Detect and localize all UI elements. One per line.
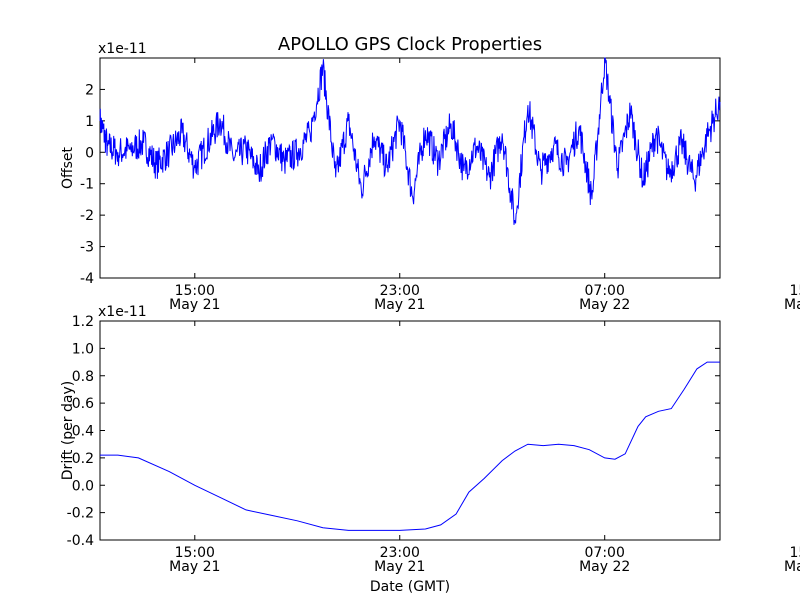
offset-ylabel: Offset [60, 146, 76, 189]
drift-series-line [100, 361, 720, 531]
drift-xtick-time: 07:00 [585, 545, 625, 561]
offset-xtick-time: 15:00 [175, 283, 215, 299]
offset-xtick-date: May 21 [374, 297, 425, 313]
offset-series-line [99, 57, 721, 225]
offset-ytick-label: -2 [80, 208, 94, 224]
offset-ytick-label: 0 [85, 145, 94, 161]
offset-scale-label: x1e-11 [98, 41, 147, 57]
drift-ytick-label: 0.2 [72, 451, 94, 467]
drift-ytick-label: 0.6 [72, 396, 94, 412]
drift-ytick-label: 1.0 [72, 341, 94, 357]
offset-xtick-time: 23:00 [380, 283, 420, 299]
drift-ytick-label: 1.2 [72, 314, 94, 330]
offset-ytick-label: 2 [85, 82, 94, 98]
drift-ytick-label: 0.4 [72, 424, 94, 440]
drift-axes-frame [99, 320, 721, 541]
offset-ytick-label: -1 [80, 177, 94, 193]
offset-ytick-label: -4 [80, 271, 94, 287]
drift-xtick-time: 15:00 [789, 545, 800, 561]
offset-ytick-label: -3 [80, 240, 94, 256]
drift-ylabel: Drift (per day) [60, 381, 76, 480]
x-axis-label: Date (GMT) [370, 579, 450, 595]
offset-xtick-date: May 22 [784, 297, 800, 313]
offset-ytick-label: 1 [85, 114, 94, 130]
drift-ytick-label: 0.0 [72, 478, 94, 494]
drift-ytick-label: -0.2 [67, 506, 94, 522]
offset-xtick-date: May 22 [579, 297, 630, 313]
drift-xtick-time: 15:00 [175, 545, 215, 561]
offset-xtick-time: 15:00 [789, 283, 800, 299]
drift-xtick-date: May 22 [784, 559, 800, 575]
chart-title: APOLLO GPS Clock Properties [278, 34, 542, 55]
drift-ytick-label: 0.8 [72, 369, 94, 385]
drift-scale-label: x1e-11 [98, 304, 147, 320]
offset-xtick-time: 07:00 [585, 283, 625, 299]
drift-ytick-label: -0.4 [67, 533, 94, 549]
offset-xtick-date: May 21 [169, 297, 220, 313]
drift-xtick-date: May 21 [374, 559, 425, 575]
drift-xtick-date: May 22 [579, 559, 630, 575]
drift-xtick-date: May 21 [169, 559, 220, 575]
offset-axes-frame [99, 57, 721, 279]
drift-xtick-time: 23:00 [380, 545, 420, 561]
